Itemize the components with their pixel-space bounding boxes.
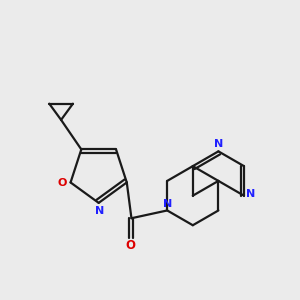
Text: O: O xyxy=(125,239,136,252)
Text: N: N xyxy=(95,206,104,216)
Text: O: O xyxy=(57,178,67,188)
Text: N: N xyxy=(214,139,223,149)
Text: N: N xyxy=(163,199,172,208)
Text: N: N xyxy=(246,189,256,200)
